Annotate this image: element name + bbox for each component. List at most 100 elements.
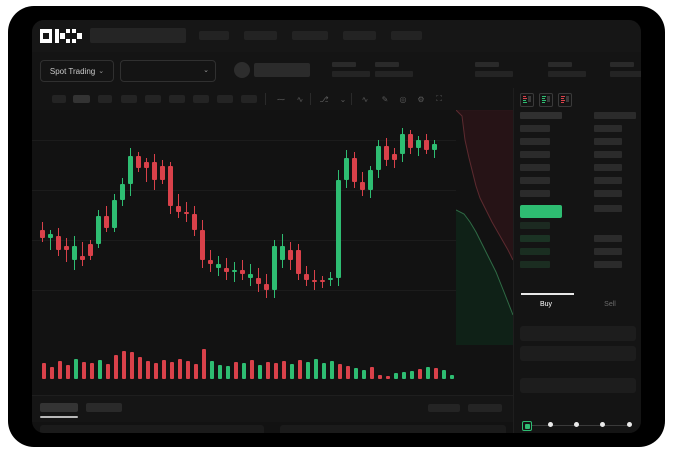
order-price-field[interactable] xyxy=(520,326,636,341)
order-book-size-cell[interactable] xyxy=(594,205,622,212)
toolbar-divider xyxy=(351,93,352,105)
slider-stop-50[interactable] xyxy=(574,422,579,427)
order-amount-field[interactable] xyxy=(520,346,636,361)
volume-bar xyxy=(378,375,382,379)
stat-volume-base xyxy=(548,62,586,77)
timeframe-button-8[interactable] xyxy=(217,95,233,103)
order-total-field[interactable] xyxy=(520,378,636,393)
tab-order-history[interactable] xyxy=(86,403,122,412)
bottom-link-1[interactable] xyxy=(428,404,460,412)
orderbook-bids-icon[interactable] xyxy=(539,93,553,107)
order-book-ask-row[interactable] xyxy=(520,151,550,158)
nav-item-4[interactable] xyxy=(343,31,376,40)
slider-stop-75[interactable] xyxy=(600,422,605,427)
order-book-size-cell[interactable] xyxy=(594,177,622,184)
nav-item-2[interactable] xyxy=(244,31,277,40)
timeframe-button-4[interactable] xyxy=(121,95,137,103)
volume-bar xyxy=(258,365,262,379)
volume-bar xyxy=(90,363,94,379)
timeframe-button-5[interactable] xyxy=(145,95,161,103)
volume-bar xyxy=(346,366,350,379)
order-book-ask-row[interactable] xyxy=(520,177,550,184)
order-book-size-cell[interactable] xyxy=(594,248,622,255)
volume-bar xyxy=(186,361,190,379)
nav-item-5[interactable] xyxy=(391,31,422,40)
order-book-ask-row[interactable] xyxy=(520,138,550,145)
order-book-bid-row[interactable] xyxy=(520,261,550,268)
volume-bar xyxy=(178,359,182,379)
volume-bar xyxy=(394,373,398,379)
spot-trading-dropdown[interactable]: Spot Trading ⌄ xyxy=(40,60,114,82)
trading-pair-select[interactable]: ⌄ xyxy=(120,60,216,82)
draw-pencil-icon[interactable]: ✎ xyxy=(381,94,389,104)
indicator-icon[interactable]: ∿ xyxy=(296,94,304,104)
order-book-ask-row[interactable] xyxy=(520,125,550,132)
volume-bar xyxy=(354,368,358,379)
tab-buy[interactable]: Buy xyxy=(539,301,553,308)
volume-bar xyxy=(250,360,254,379)
bottom-link-2[interactable] xyxy=(468,404,502,412)
tab-open-orders[interactable] xyxy=(40,403,78,412)
order-book-size-cell[interactable] xyxy=(594,138,622,145)
order-book-ask-row[interactable] xyxy=(520,112,562,119)
volume-bar xyxy=(426,367,430,379)
timeframe-button-1[interactable] xyxy=(52,95,66,103)
bottom-panel-right xyxy=(280,425,506,433)
camera-icon[interactable]: ◎ xyxy=(399,94,407,104)
chevron-down-icon[interactable]: ⌄ xyxy=(339,94,347,104)
chart-gridline xyxy=(32,240,456,241)
order-book-bid-row[interactable] xyxy=(520,235,550,242)
timeframe-button-3[interactable] xyxy=(98,95,112,103)
order-book-ask-row[interactable] xyxy=(520,190,550,197)
order-book-size-cell[interactable] xyxy=(594,151,622,158)
fullscreen-icon[interactable]: ⛶ xyxy=(436,94,442,103)
order-book-size-cell[interactable] xyxy=(594,112,636,119)
volume-bar xyxy=(202,349,206,379)
order-amount-slider[interactable] xyxy=(522,420,634,431)
volume-bar xyxy=(402,372,406,379)
settings-gear-icon[interactable]: ⚙ xyxy=(417,94,425,104)
volume-bar xyxy=(450,375,454,379)
nav-item-3[interactable] xyxy=(292,31,328,40)
volume-bar xyxy=(298,360,302,379)
volume-bar xyxy=(226,366,230,379)
volume-bar xyxy=(362,370,366,379)
timeframe-button-7[interactable] xyxy=(193,95,209,103)
orderbook-both-icon[interactable] xyxy=(520,93,534,107)
okx-logo[interactable] xyxy=(40,29,82,43)
order-book-size-cell[interactable] xyxy=(594,235,622,242)
order-book-size-cell[interactable] xyxy=(594,190,622,197)
volume-bar xyxy=(266,362,270,379)
volume-bar xyxy=(162,360,166,379)
order-book-size-cell[interactable] xyxy=(594,261,622,268)
timeframe-button-9[interactable] xyxy=(241,95,257,103)
candlestick-icon[interactable]: ⁓ xyxy=(277,94,285,104)
slider-stop-25[interactable] xyxy=(548,422,553,427)
order-book-ask-row[interactable] xyxy=(520,164,550,171)
compare-icon[interactable]: ⎇ xyxy=(319,94,329,104)
global-search-input[interactable] xyxy=(90,28,186,43)
market-subheader: Spot Trading ⌄ ⌄ xyxy=(32,52,641,88)
slider-handle[interactable] xyxy=(522,421,532,431)
timeframe-button-6[interactable] xyxy=(169,95,185,103)
orderbook-asks-icon[interactable] xyxy=(558,93,572,107)
volume-bar xyxy=(42,363,46,379)
order-book-bid-row[interactable] xyxy=(520,248,550,255)
volume-bar xyxy=(170,362,174,379)
chart-gridline xyxy=(32,290,456,291)
order-book-size-cell[interactable] xyxy=(594,164,622,171)
volume-bar xyxy=(442,370,446,379)
timeframe-button-2[interactable] xyxy=(73,95,90,103)
line-chart-icon[interactable]: ∿ xyxy=(361,94,369,104)
buy-sell-tabs: Buy Sell xyxy=(514,293,641,319)
volume-bar xyxy=(50,367,54,379)
current-price-row[interactable] xyxy=(520,205,562,218)
nav-item-1[interactable] xyxy=(199,31,229,40)
volume-bar xyxy=(322,363,326,379)
volume-bar xyxy=(114,355,118,379)
candlestick-chart[interactable] xyxy=(32,110,456,325)
tab-sell[interactable]: Sell xyxy=(604,301,616,308)
order-book-bid-row[interactable] xyxy=(520,222,550,229)
slider-stop-100[interactable] xyxy=(627,422,632,427)
order-book-size-cell[interactable] xyxy=(594,125,622,132)
